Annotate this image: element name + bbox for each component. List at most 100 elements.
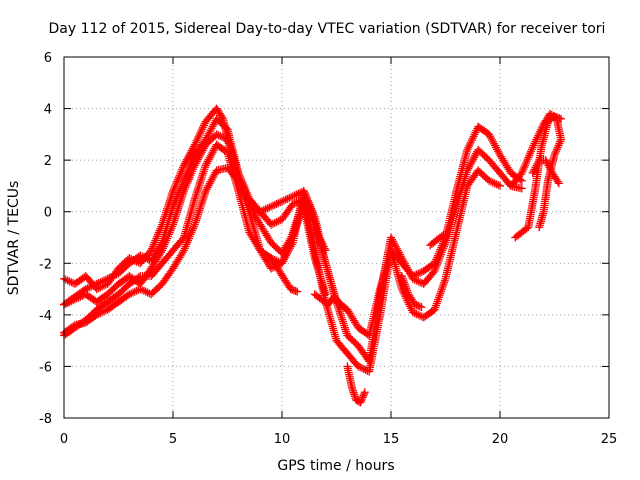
data-point: [207, 150, 216, 159]
data-point: [80, 286, 89, 295]
data-point: [468, 157, 477, 166]
data-point: [464, 164, 473, 173]
x-tick-label: 25: [601, 432, 618, 447]
y-tick-label: 2: [44, 154, 52, 169]
data-point: [517, 176, 526, 185]
data-point: [467, 158, 476, 167]
data-point: [533, 159, 542, 168]
data-point: [188, 144, 197, 153]
data-point: [488, 135, 497, 144]
data-point: [265, 203, 274, 212]
data-point: [393, 246, 402, 255]
data-point: [408, 274, 417, 283]
data-point: [546, 165, 555, 174]
data-point: [170, 198, 179, 207]
series-track-5: [60, 114, 330, 309]
data-point: [189, 222, 198, 231]
data-point: [209, 172, 218, 181]
data-point: [402, 286, 411, 295]
data-point: [487, 134, 496, 143]
data-point: [85, 283, 94, 292]
data-point: [96, 309, 105, 318]
data-point: [151, 236, 160, 245]
x-axis-label: GPS time / hours: [277, 458, 394, 474]
data-point: [250, 209, 259, 218]
data-point: [341, 304, 350, 313]
data-point: [63, 276, 72, 285]
data-point: [532, 135, 541, 144]
data-point: [185, 150, 194, 159]
data-point: [99, 307, 108, 316]
data-point: [129, 288, 138, 297]
data-point: [412, 309, 421, 318]
data-point: [206, 151, 215, 160]
data-point: [404, 267, 413, 276]
data-point: [184, 236, 193, 245]
data-point: [395, 250, 404, 259]
data-point: [125, 290, 134, 299]
data-point: [534, 131, 543, 140]
y-tick-labels: -8 -6 -4 -2 0 2 4 6: [39, 51, 52, 427]
chart-title: Day 112 of 2015, Sidereal Day-to-day VTE…: [49, 21, 606, 37]
data-point: [210, 170, 219, 179]
data-point: [400, 259, 409, 268]
data-point: [178, 248, 187, 257]
data-point: [272, 218, 281, 227]
data-point: [279, 196, 288, 205]
data-point: [360, 389, 369, 398]
data-point: [465, 162, 474, 171]
data-point: [196, 129, 205, 138]
data-point: [397, 272, 406, 281]
data-point: [290, 191, 299, 200]
data-point: [437, 232, 446, 241]
data-point: [207, 124, 216, 133]
data-point: [94, 279, 103, 288]
data-point: [268, 201, 277, 210]
y-tick-label: -2: [39, 257, 52, 272]
data-point: [530, 139, 539, 148]
data-point: [174, 175, 183, 184]
data-point: [179, 176, 188, 185]
data-point: [153, 232, 162, 241]
data-point: [127, 289, 136, 298]
data-point: [175, 171, 184, 180]
data-point: [517, 169, 526, 178]
data-point: [552, 145, 561, 154]
data-point: [399, 257, 408, 266]
data-point: [171, 181, 180, 190]
data-point: [292, 190, 301, 199]
data-point: [188, 226, 197, 235]
data-point: [414, 310, 423, 319]
data-point: [83, 284, 92, 293]
data-point: [309, 210, 318, 219]
data-point: [403, 265, 412, 274]
data-point: [553, 177, 562, 186]
data-point: [356, 398, 365, 407]
data-point: [184, 164, 193, 173]
data-point: [517, 184, 526, 193]
grid-lines: [64, 57, 609, 418]
data-point: [246, 201, 255, 210]
x-tick-label: 10: [274, 432, 291, 447]
data-point: [554, 179, 563, 188]
data-point: [288, 199, 297, 208]
data-point: [206, 126, 215, 135]
data-point: [522, 157, 531, 166]
y-tick-label: -4: [39, 309, 52, 324]
data-point: [179, 178, 188, 187]
data-point: [388, 237, 397, 246]
data-point: [521, 159, 530, 168]
data-point: [123, 291, 132, 300]
data-point: [178, 180, 187, 189]
data-point: [287, 193, 296, 202]
data-point: [174, 173, 183, 182]
data-point: [203, 183, 212, 192]
data-point: [309, 208, 318, 217]
data-point: [169, 202, 177, 211]
data-point: [406, 304, 415, 313]
data-point: [531, 137, 540, 146]
data-point: [184, 151, 193, 160]
data-point: [417, 303, 426, 312]
data-point: [492, 180, 501, 189]
data-point: [551, 149, 560, 158]
